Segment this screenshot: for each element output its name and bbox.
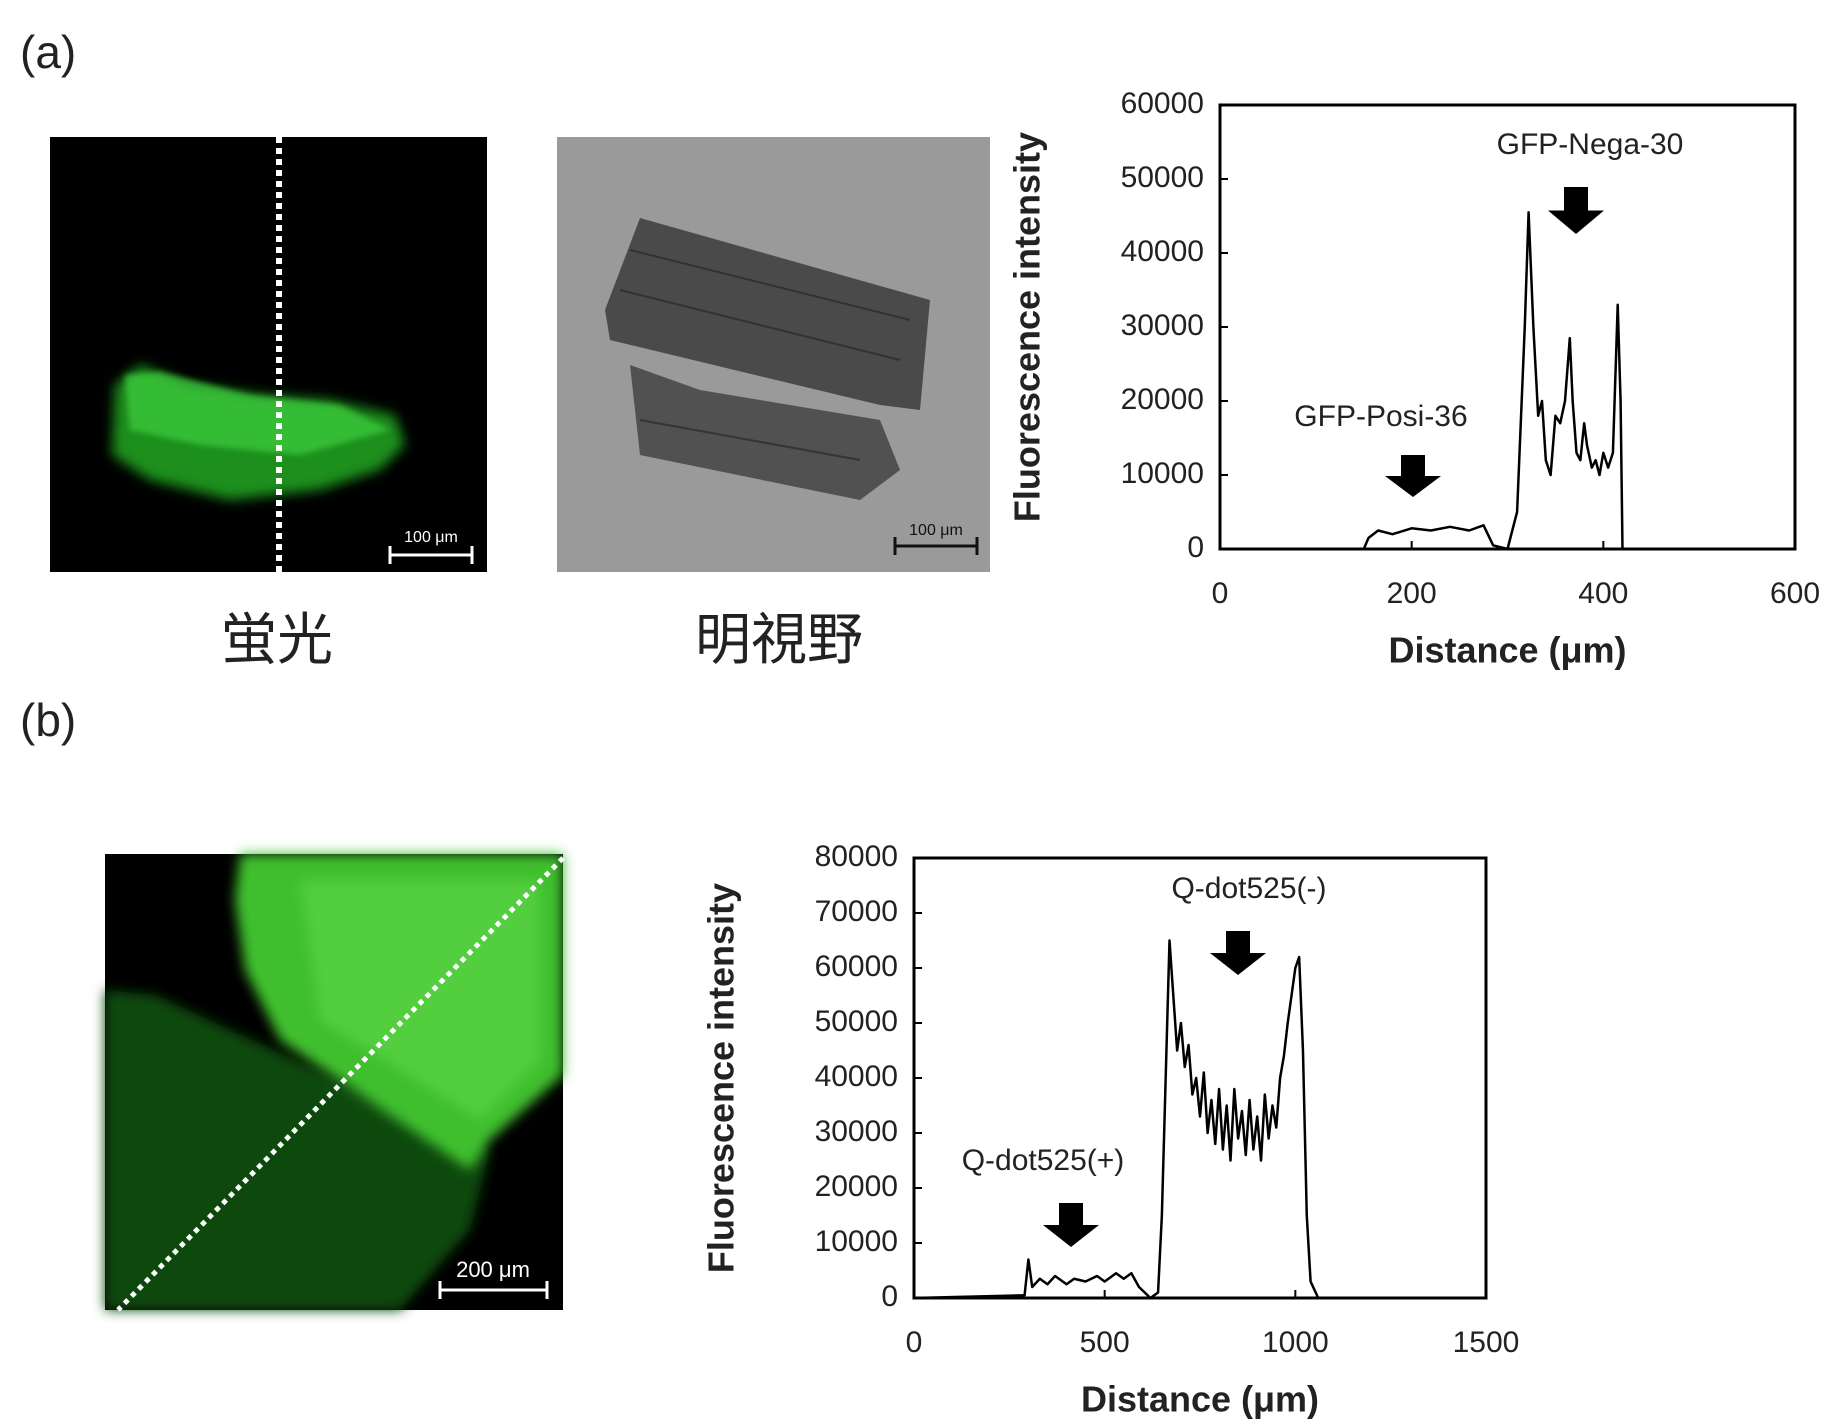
y-tick-label: 30000 [1121, 309, 1204, 342]
y-tick-label: 20000 [815, 1170, 898, 1203]
page: (a) (b) 100 μm 蛍光 100 μm 明視野 200 μm 0 100… [0, 0, 1831, 1420]
annotation: Q-dot525(+) [962, 1144, 1125, 1177]
x-tick-label: 600 [1770, 577, 1820, 610]
y-axis-title: Fluorescence intensity [701, 883, 742, 1273]
y-tick-label: 10000 [1121, 457, 1204, 490]
arrow [1210, 931, 1266, 975]
y-tick-label: 50000 [1121, 161, 1204, 194]
panel-label: (b) [20, 694, 76, 746]
arrow [1385, 455, 1441, 497]
x-tick-label: 1000 [1262, 1326, 1329, 1359]
y-tick-label: 0 [1187, 531, 1204, 564]
image-caption: 明視野 [695, 608, 863, 673]
scale-bar-label: 100 μm [909, 522, 963, 539]
y-tick-label: 20000 [1121, 383, 1204, 416]
brightfield-image: 100 μm [557, 137, 990, 572]
x-tick-label: 1500 [1453, 1326, 1520, 1359]
fluorescence-image: 100 μm [50, 137, 487, 572]
data-line [1220, 212, 1623, 549]
y-tick-label: 30000 [815, 1115, 898, 1148]
figure: (a) (b) 100 μm 蛍光 100 μm 明視野 200 μm 0 100… [0, 0, 1831, 1420]
y-tick-label: 60000 [1121, 87, 1204, 120]
x-tick-label: 400 [1578, 577, 1628, 610]
y-tick-label: 0 [881, 1280, 898, 1313]
scale-bar-label: 100 μm [404, 529, 458, 546]
y-tick-label: 40000 [815, 1060, 898, 1093]
plot-frame [914, 858, 1486, 1298]
y-tick-label: 70000 [815, 895, 898, 928]
y-axis-title: Fluorescence intensity [1007, 132, 1048, 522]
y-tick-label: 50000 [815, 1005, 898, 1038]
arrow [1043, 1203, 1099, 1247]
y-tick-label: 80000 [815, 840, 898, 873]
plot-frame [1220, 105, 1795, 549]
x-axis-title: Distance (μm) [1388, 630, 1626, 671]
x-tick-label: 200 [1387, 577, 1437, 610]
x-axis-title: Distance (μm) [1081, 1379, 1319, 1420]
data-line [914, 941, 1353, 1299]
annotation: GFP-Posi-36 [1294, 400, 1467, 433]
image-caption: 蛍光 [221, 608, 333, 673]
x-tick-label: 500 [1080, 1326, 1130, 1359]
y-tick-label: 60000 [815, 950, 898, 983]
fluorescence-image: 200 μm [105, 854, 563, 1310]
annotation: GFP-Nega-30 [1497, 128, 1684, 161]
y-tick-label: 10000 [815, 1225, 898, 1258]
annotation: Q-dot525(-) [1171, 872, 1326, 905]
panel-label: (a) [20, 26, 76, 78]
x-tick-label: 0 [1212, 577, 1229, 610]
scale-bar-label: 200 μm [456, 1257, 530, 1282]
arrow [1548, 187, 1604, 234]
x-tick-label: 0 [906, 1326, 923, 1359]
y-tick-label: 40000 [1121, 235, 1204, 268]
